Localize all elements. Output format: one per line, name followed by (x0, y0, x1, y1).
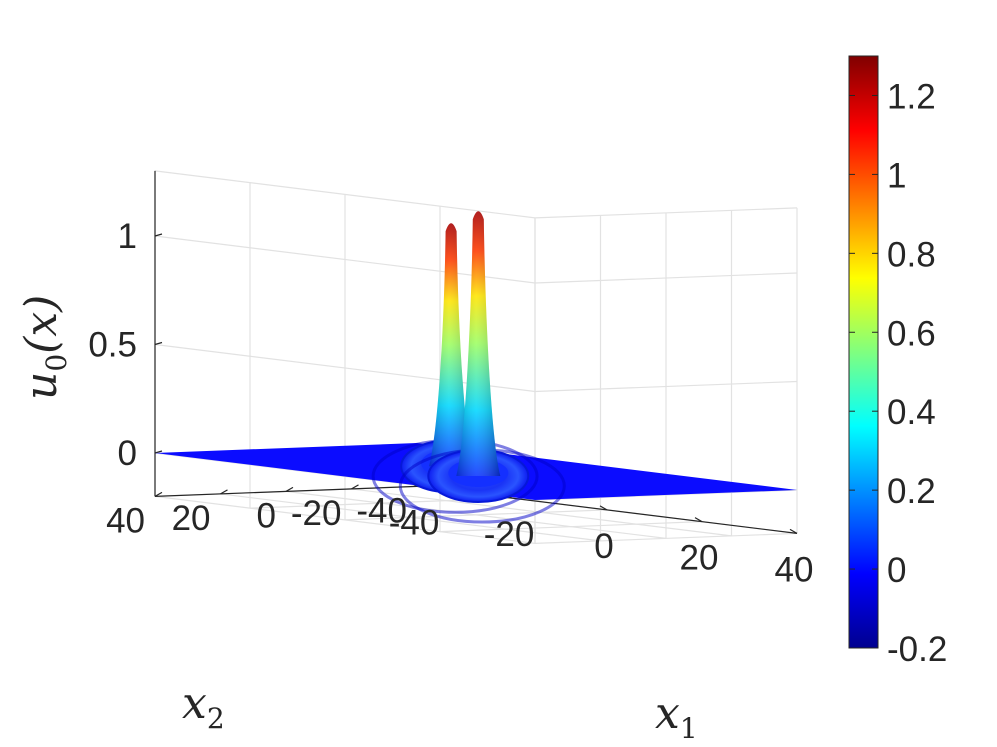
x2-tick-label: 0 (257, 496, 276, 535)
colorbar: -0.2 0 0.2 0.4 0.6 0.8 1 1.2 (848, 55, 947, 669)
x2-tick-label: 20 (172, 499, 211, 538)
colorbar-tick-label: -0.2 (887, 630, 947, 669)
z-tick-label: 0 (118, 434, 137, 473)
colorbar-tick-label: 1.2 (887, 77, 936, 116)
colorbar-tick-label: 0.2 (887, 472, 936, 511)
x1-tick-label: -20 (484, 515, 535, 554)
x1-tick-label: 40 (775, 550, 814, 589)
z-tick-label: 0.5 (88, 326, 137, 365)
colorbar-tick-label: 0.4 (887, 393, 936, 432)
colorbar-gradient (848, 55, 879, 649)
surface (155, 211, 797, 524)
colorbar-tick-label: 0 (887, 551, 906, 590)
x2-tick-label: 40 (106, 501, 145, 540)
x2-tick-label: -20 (291, 494, 342, 533)
x1-tick-label: 0 (594, 527, 613, 566)
x2-axis-label: x2 (182, 678, 225, 735)
colorbar-tick-label: 1 (887, 156, 906, 195)
colorbar-tick-label: 0.8 (887, 235, 936, 274)
x1-tick-label: -40 (389, 503, 440, 542)
x1-axis-label: x1 (655, 688, 698, 745)
z-tick-label: 1 (118, 217, 137, 256)
x2-tick-label: -40 (356, 491, 407, 530)
colorbar-tick-label: 0.6 (887, 314, 936, 353)
z-axis-label: u0(x) (16, 295, 73, 400)
tick-labels: -40 -20 0 20 40 -40 -20 0 20 40 0 0.5 1 (88, 217, 813, 589)
x1-tick-label: 20 (680, 539, 719, 578)
